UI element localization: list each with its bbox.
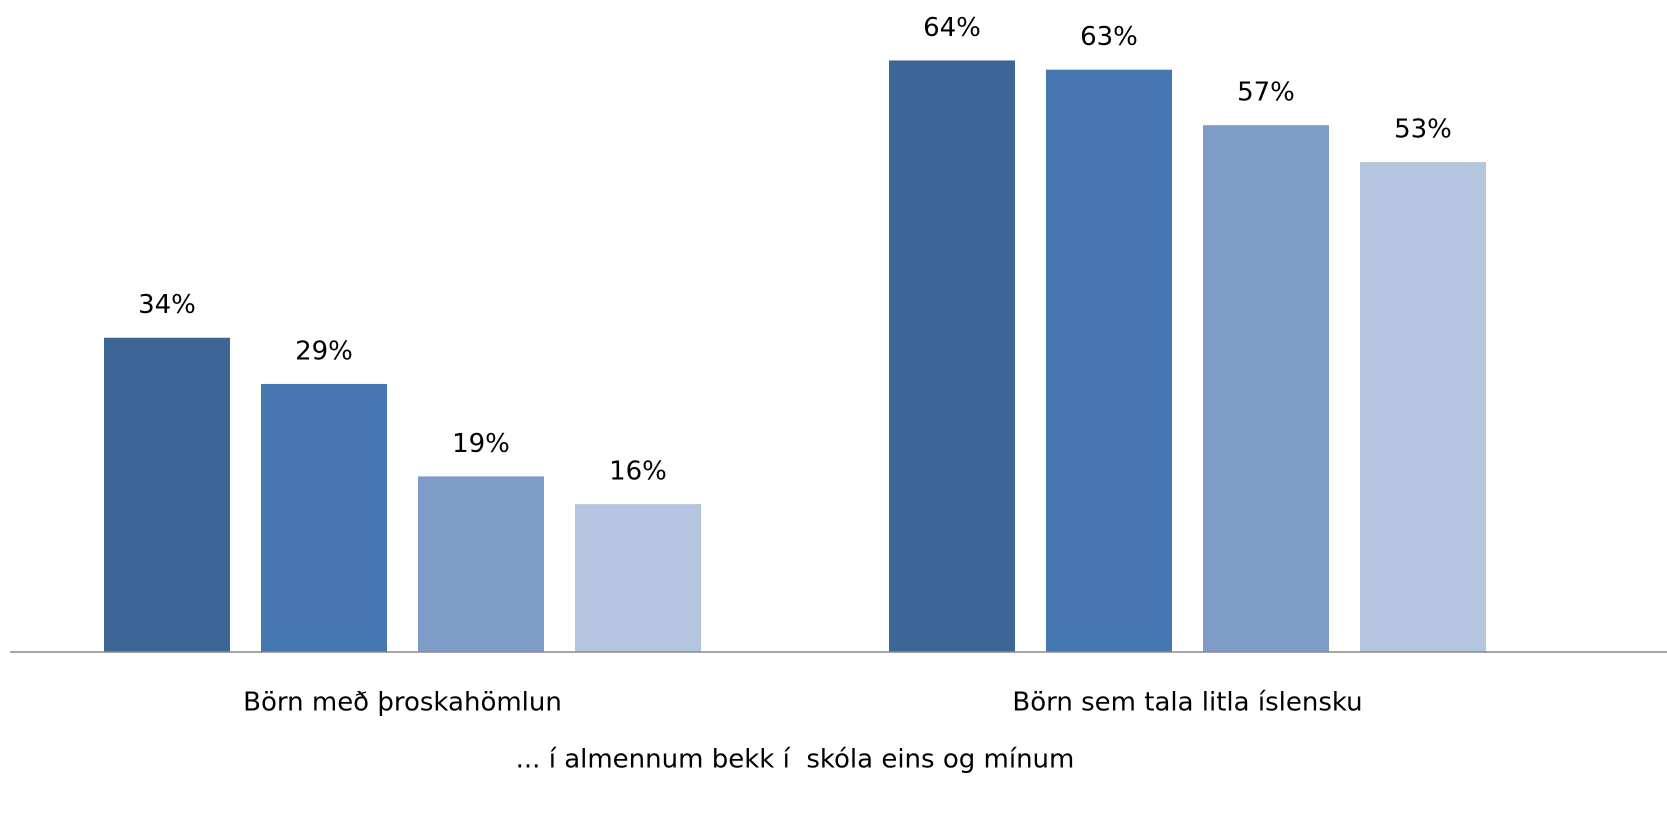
bar: [889, 60, 1015, 652]
bar: [1046, 69, 1172, 652]
value-label: 53%: [1394, 115, 1452, 145]
x-tick-label: Börn með þroskahömlun: [243, 688, 562, 718]
bar: [575, 504, 701, 652]
x-tick-label: Börn sem tala litla íslensku: [1012, 688, 1362, 718]
bar: [261, 383, 387, 652]
bar: [104, 337, 230, 652]
bar: [418, 476, 544, 652]
bar: [1203, 125, 1329, 652]
value-label: 63%: [1080, 22, 1138, 52]
value-label: 16%: [609, 457, 667, 487]
bar: [1360, 162, 1486, 652]
x-axis-label: ... í almennum bekk í skóla eins og mínu…: [516, 745, 1075, 775]
value-label: 19%: [452, 429, 510, 459]
value-label: 34%: [138, 290, 196, 320]
value-label: 64%: [923, 13, 981, 43]
value-label: 57%: [1237, 78, 1295, 108]
value-label: 29%: [295, 336, 353, 366]
